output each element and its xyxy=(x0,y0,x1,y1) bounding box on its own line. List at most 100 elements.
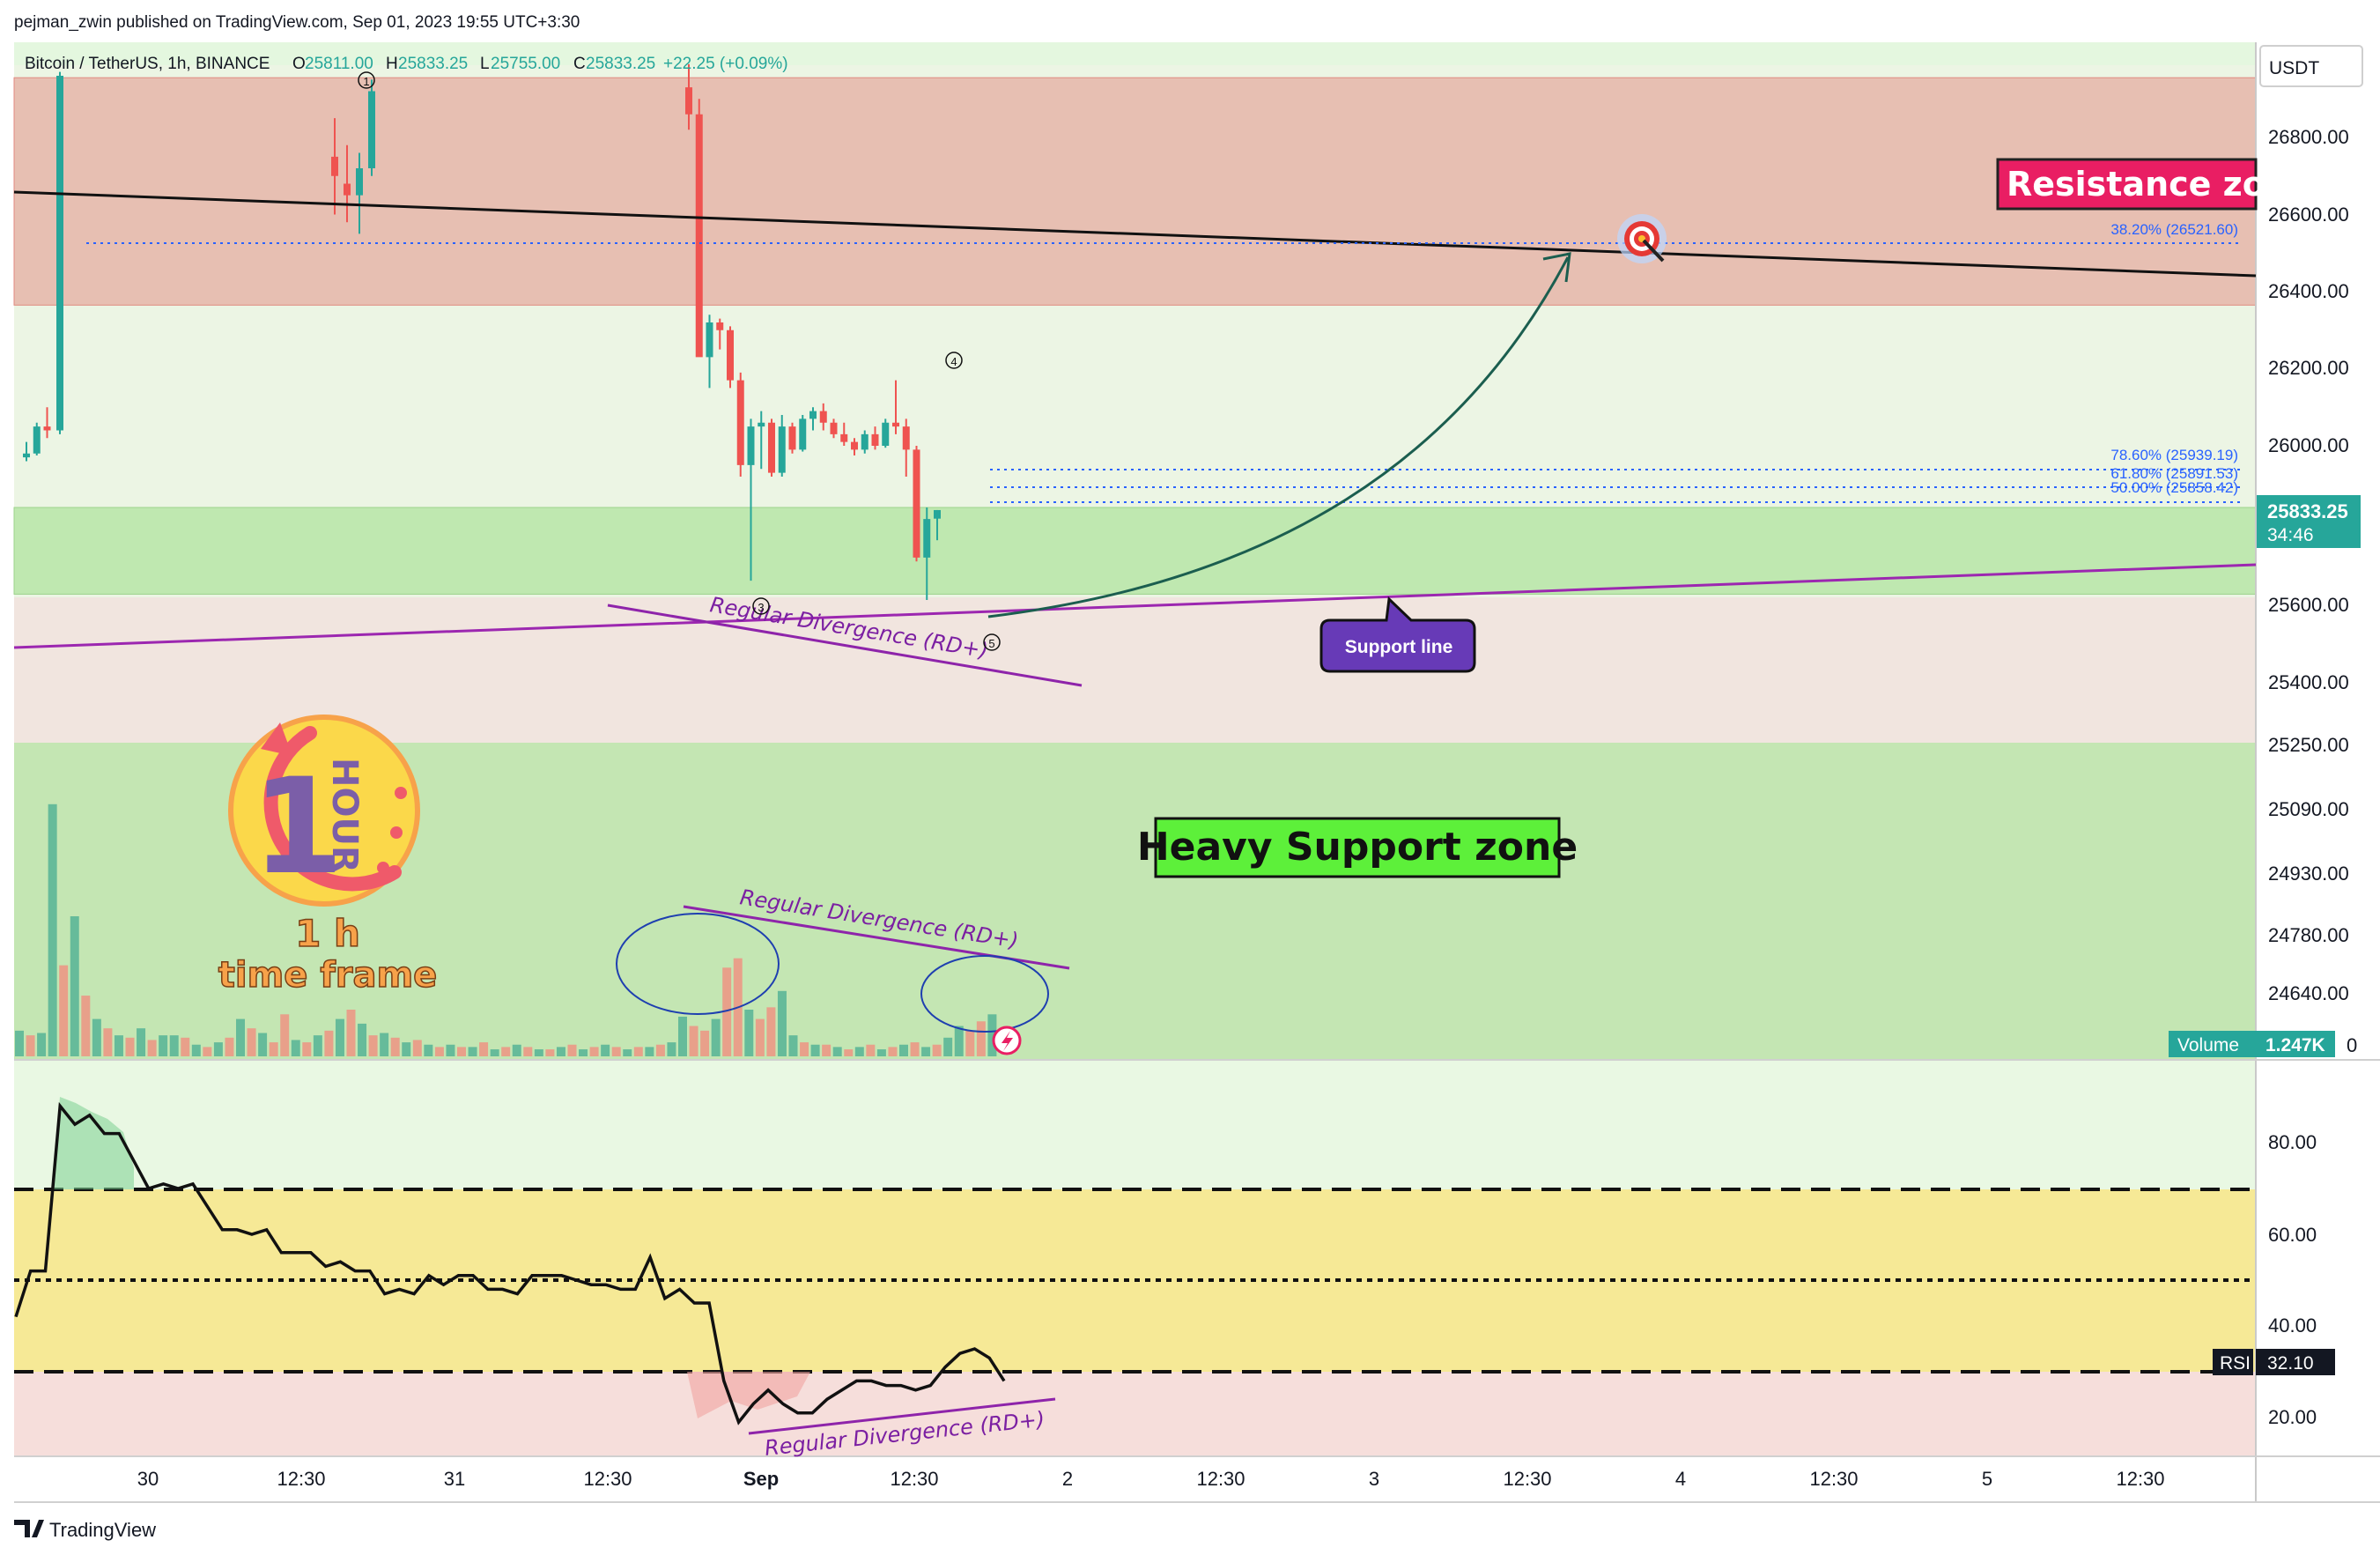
candle-body[interactable] xyxy=(861,433,868,450)
volume-bar xyxy=(159,1035,168,1056)
candle-body[interactable] xyxy=(892,422,899,427)
price-divergence-line xyxy=(607,603,1083,687)
volume-bar xyxy=(589,1047,599,1056)
time-tick: 12:30 xyxy=(890,1468,938,1490)
volume-bar xyxy=(468,1047,477,1056)
candle-body[interactable] xyxy=(778,426,786,473)
volume-bar xyxy=(380,1033,389,1056)
candle-body[interactable] xyxy=(768,422,775,473)
resistance-trend-line[interactable] xyxy=(13,190,2257,278)
candle-body[interactable] xyxy=(344,183,351,196)
candle-body[interactable] xyxy=(830,422,838,434)
timeframe-label-2: time frame xyxy=(218,955,438,996)
volume-bar xyxy=(932,1044,942,1056)
volume-bar xyxy=(247,1028,256,1056)
volume-circle-left xyxy=(616,913,780,1015)
volume-bar xyxy=(854,1047,864,1056)
candle-body[interactable] xyxy=(56,76,63,431)
volume-bar xyxy=(623,1049,632,1056)
price-tick: 26000.00 xyxy=(2268,434,2349,456)
candle-body[interactable] xyxy=(809,411,817,419)
rsi-tick: 40.00 xyxy=(2268,1314,2317,1337)
volume-bar xyxy=(236,1018,245,1056)
lightning-alert-icon[interactable] xyxy=(992,1026,1022,1055)
volume-legend[interactable]: Volume 1.247K xyxy=(2169,1031,2335,1057)
candle-body[interactable] xyxy=(43,426,51,431)
volume-bar xyxy=(876,1049,886,1056)
support-line-callout[interactable]: Support line xyxy=(1319,596,1476,673)
support-trend-line[interactable] xyxy=(13,563,2257,649)
change-value: +22.25 (+0.09%) xyxy=(663,55,788,73)
candle-body[interactable] xyxy=(33,426,41,454)
candle-body[interactable] xyxy=(695,114,703,358)
wave-marker-5: 5 xyxy=(983,633,1001,651)
candle-body[interactable] xyxy=(736,380,744,465)
candle-body[interactable] xyxy=(934,509,941,519)
rsi-legend[interactable]: RSI 32.10 xyxy=(2213,1349,2335,1375)
volume-bar xyxy=(788,1035,798,1056)
one-hour-badge: 1 HOUR xyxy=(228,715,420,907)
candle-body[interactable] xyxy=(758,422,765,427)
volume-bar xyxy=(225,1037,234,1056)
volume-bar xyxy=(810,1044,820,1056)
symbol-name[interactable]: Bitcoin / TetherUS, 1h, BINANCE xyxy=(25,55,270,73)
volume-bar xyxy=(479,1042,489,1056)
candle-body[interactable] xyxy=(23,453,30,458)
volume-bar xyxy=(358,1023,367,1056)
candle-body[interactable] xyxy=(923,519,931,558)
candle-body[interactable] xyxy=(747,426,755,465)
wave-marker-1-text: 1 xyxy=(363,75,369,88)
time-axis[interactable]: 30 12:30 31 12:30 Sep 12:30 2 12:30 3 12… xyxy=(137,1468,2165,1490)
rsi-label: RSI xyxy=(2220,1353,2251,1374)
time-tick: 12:30 xyxy=(1196,1468,1245,1490)
candle-body[interactable] xyxy=(368,91,375,169)
candle-body[interactable] xyxy=(851,441,858,450)
volume-bar xyxy=(92,1018,101,1056)
volume-bar xyxy=(390,1037,400,1056)
candle-body[interactable] xyxy=(913,449,920,558)
time-tick: 4 xyxy=(1675,1468,1686,1490)
volume-bar xyxy=(434,1047,444,1056)
candle-body[interactable] xyxy=(840,433,848,442)
fib-786-label: 78.60% (25939.19) xyxy=(2110,447,2238,463)
top-light-strip xyxy=(14,42,2256,65)
volume-bar xyxy=(181,1037,190,1056)
volume-bar xyxy=(777,990,787,1056)
candle-body[interactable] xyxy=(331,156,338,176)
projection-arrow[interactable] xyxy=(987,256,1570,618)
rsi-tick: 20.00 xyxy=(2268,1406,2317,1428)
candle-body[interactable] xyxy=(902,426,910,450)
candle-body[interactable] xyxy=(788,426,796,450)
rsi-value: 32.10 xyxy=(2267,1353,2314,1374)
candle-body[interactable] xyxy=(882,422,890,446)
candle-body[interactable] xyxy=(819,411,827,423)
support-zone-rect xyxy=(13,507,2257,595)
candle-body[interactable] xyxy=(799,418,807,450)
candle-body[interactable] xyxy=(685,87,692,115)
volume-bar xyxy=(103,1028,113,1056)
volume-bar xyxy=(346,1010,356,1056)
heavy-support-zone-text: Heavy Support zone xyxy=(1137,825,1578,870)
candle-body[interactable] xyxy=(706,322,713,358)
volume-bar xyxy=(291,1040,300,1056)
currency-selector[interactable] xyxy=(2259,45,2363,87)
volume-bar xyxy=(921,1047,931,1056)
volume-bar xyxy=(15,1030,24,1056)
footer-brand[interactable]: TradingView xyxy=(14,1519,156,1541)
high-value: 25833.25 xyxy=(398,55,468,73)
candle-body[interactable] xyxy=(716,322,724,330)
symbol-legend[interactable]: Bitcoin / TetherUS, 1h, BINANCE O 25811.… xyxy=(25,55,788,73)
time-tick: 31 xyxy=(444,1468,465,1490)
price-axis[interactable]: USDT 26800.00 26600.00 26400.00 26200.00… xyxy=(2257,45,2363,1056)
volume-bar xyxy=(954,1026,964,1056)
volume-bar xyxy=(943,1037,953,1056)
candle-body[interactable] xyxy=(727,330,734,381)
price-tick: 24780.00 xyxy=(2268,924,2349,946)
candle-body[interactable] xyxy=(356,168,363,196)
wave-marker-4-text: 4 xyxy=(950,355,957,368)
volume-bar xyxy=(280,1014,290,1056)
volume-bar xyxy=(59,965,69,1056)
candle-body[interactable] xyxy=(871,433,879,446)
volume-bar xyxy=(700,1030,710,1056)
volume-bar xyxy=(335,1018,344,1056)
